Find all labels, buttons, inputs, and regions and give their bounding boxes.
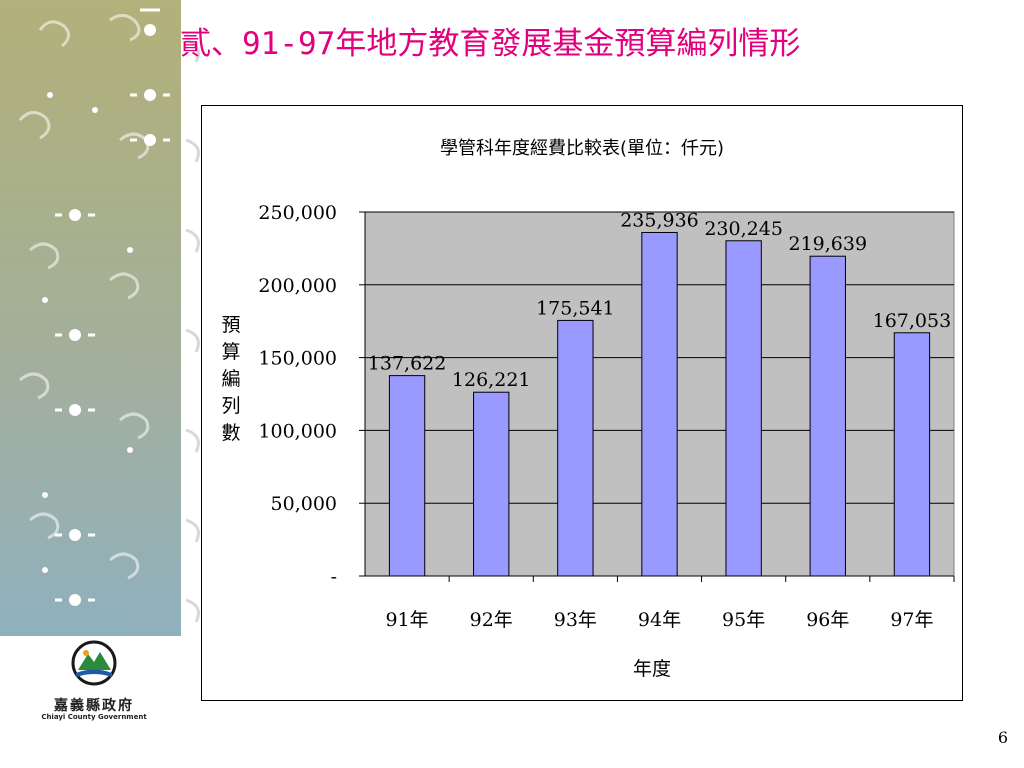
logo-name: 嘉義縣政府 — [54, 698, 134, 714]
sun-pattern-decoration — [18, 8, 170, 606]
mountain-emblem-icon — [71, 640, 117, 686]
bar — [641, 231, 678, 577]
y-axis-label-char: 預 — [221, 314, 241, 336]
y-tick-label: 100,000 — [258, 420, 337, 442]
bar — [473, 391, 510, 577]
x-tick-label: 93年 — [554, 609, 597, 631]
x-tick-label: 94年 — [638, 609, 681, 631]
y-axis-label-char: 數 — [221, 422, 241, 444]
bar — [725, 240, 762, 577]
x-tick-label: 97年 — [890, 609, 933, 631]
x-tick-label: 96年 — [806, 609, 849, 631]
bar — [893, 332, 931, 577]
y-tick-label: 250,000 — [258, 202, 337, 224]
x-axis-label: 年度 — [632, 658, 671, 680]
chart-container: 學管科年度經費比較表(單位：仟元) 預算編列數 - 50,000 100,000 15… — [201, 105, 963, 701]
y-tick-label: 200,000 — [258, 275, 337, 297]
y-tick-label: 50,000 — [271, 493, 337, 515]
y-axis-label: 預算編列數 — [214, 312, 248, 447]
slide-title: 貳、91-97年地方教育發展基金預算編列情形 — [180, 26, 801, 62]
x-tick-label: 92年 — [470, 609, 513, 631]
bar — [388, 375, 426, 577]
chart-title: 學管科年度經費比較表(單位：仟元) — [439, 138, 725, 159]
y-tick-label: - — [331, 566, 337, 588]
x-tick-label: 91年 — [385, 609, 428, 631]
logo-subtitle: Chiayi County Government — [41, 713, 147, 721]
bar — [809, 255, 846, 577]
data-label: 230,245 — [704, 218, 783, 240]
swirl-decoration — [181, 0, 221, 636]
county-logo: 嘉義縣政府 Chiayi County Government — [24, 640, 164, 730]
data-label: 126,221 — [452, 369, 531, 391]
data-label: 175,541 — [536, 297, 615, 319]
page-number: 6 — [997, 728, 1008, 747]
bar-chart: - 50,000 100,000 150,000 200,000 250,000 137,6… — [258, 202, 955, 631]
data-label: 219,639 — [788, 233, 867, 255]
y-axis-label-char: 列 — [221, 395, 241, 417]
decorative-sidebar — [0, 0, 181, 636]
x-tick-label: 95年 — [722, 609, 765, 631]
y-axis-label-char: 編 — [221, 368, 241, 390]
bar — [557, 319, 594, 577]
y-tick-label: 150,000 — [258, 348, 337, 370]
data-label: 167,053 — [873, 310, 952, 332]
data-label: 235,936 — [620, 209, 699, 231]
y-axis-label-char: 算 — [221, 341, 241, 363]
data-label: 137,622 — [368, 353, 447, 375]
